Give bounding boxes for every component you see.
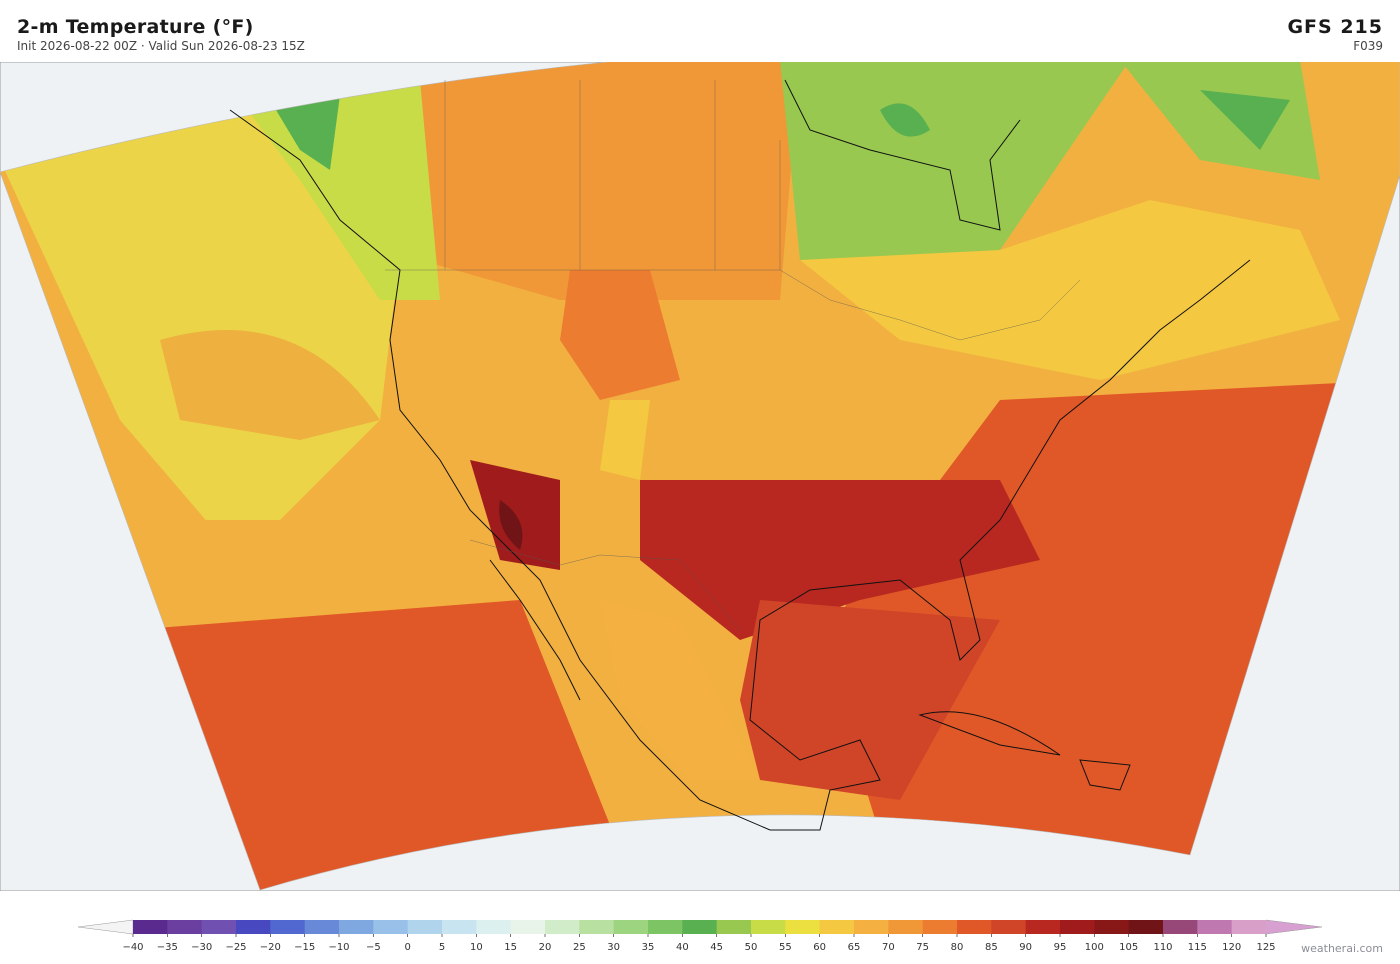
color-segment: [751, 920, 786, 934]
tick-label: 70: [882, 942, 895, 953]
coastlines: [229, 79, 1251, 831]
tick-label: 105: [1119, 942, 1138, 953]
color-segment: [407, 920, 443, 934]
color-segment: [1231, 920, 1267, 934]
color-segment: [613, 920, 649, 934]
tick-label: 50: [745, 942, 758, 953]
extend-high: [1265, 919, 1323, 935]
color-segment: [1128, 920, 1164, 934]
color-segment: [819, 920, 855, 934]
tick-label: 120: [1222, 942, 1241, 953]
tick-label: −10: [328, 942, 349, 953]
tick-label: 55: [779, 942, 792, 953]
color-segment: [922, 920, 958, 934]
color-segment: [236, 920, 271, 934]
tick-label: 65: [848, 942, 861, 953]
color-segment: [304, 920, 340, 934]
color-segment: [1197, 920, 1233, 934]
color-segment: [339, 920, 374, 934]
color-segment: [957, 920, 992, 934]
color-segment: [545, 920, 580, 934]
color-segment: [476, 920, 512, 934]
tick-label: 20: [539, 942, 552, 953]
color-segment: [133, 920, 168, 934]
extend-low: [77, 919, 134, 935]
tick-label: 125: [1256, 942, 1275, 953]
tick-label: 85: [985, 942, 998, 953]
color-segment: [270, 920, 306, 934]
tick-label: 90: [1019, 942, 1032, 953]
color-segment: [888, 920, 924, 934]
color-segment: [716, 920, 752, 934]
tick-label: 5: [439, 942, 445, 953]
temperature-field: [0, 62, 1400, 890]
tick-label: 25: [573, 942, 586, 953]
tick-label: 60: [813, 942, 826, 953]
color-segment: [1163, 920, 1198, 934]
tick-label: 100: [1085, 942, 1104, 953]
color-segment: [373, 920, 409, 934]
color-segment: [442, 920, 477, 934]
map-subtitle: Init 2026-08-22 00Z · Valid Sun 2026-08-…: [17, 39, 305, 53]
tick-label: 75: [916, 942, 929, 953]
color-segment: [1094, 920, 1130, 934]
color-segment: [579, 920, 615, 934]
color-segment: [682, 920, 718, 934]
model-name: GFS 215: [1287, 16, 1383, 38]
tick-label: 30: [607, 942, 620, 953]
color-segment: [991, 920, 1027, 934]
forecast-hour: F039: [1353, 39, 1383, 53]
tick-label: 40: [676, 942, 689, 953]
color-segment: [510, 920, 546, 934]
tick-label: 10: [470, 942, 483, 953]
credit: weatherai.com: [1301, 942, 1383, 955]
tick-label: −30: [191, 942, 212, 953]
tick-label: 110: [1153, 942, 1172, 953]
tick-label: −20: [260, 942, 281, 953]
tick-label: 15: [504, 942, 517, 953]
tick-label: −15: [294, 942, 315, 953]
tick-label: −5: [366, 942, 381, 953]
tick-label: −25: [225, 942, 246, 953]
map: [0, 62, 1400, 891]
color-segment: [785, 920, 821, 934]
color-segment: [854, 920, 889, 934]
tick-label: 95: [1054, 942, 1067, 953]
color-segment: [1025, 920, 1061, 934]
tick-label: −35: [157, 942, 178, 953]
color-segment: [167, 920, 203, 934]
tick-label: 80: [951, 942, 964, 953]
tick-label: 0: [404, 942, 410, 953]
tick-label: 115: [1188, 942, 1207, 953]
colorbar: −40 −35 −30 −25 −20 −15 −10 −5 0 5 10 15 20 25 30 35 40 4…: [77, 919, 1323, 953]
tick-label: 45: [710, 942, 723, 953]
tick-label: 35: [642, 942, 655, 953]
color-segment: [201, 920, 237, 934]
map-title: 2-m Temperature (°F): [17, 16, 254, 38]
tick-label: −40: [122, 942, 143, 953]
color-segment: [648, 920, 683, 934]
color-segment: [1060, 920, 1095, 934]
borders: [385, 80, 1081, 631]
